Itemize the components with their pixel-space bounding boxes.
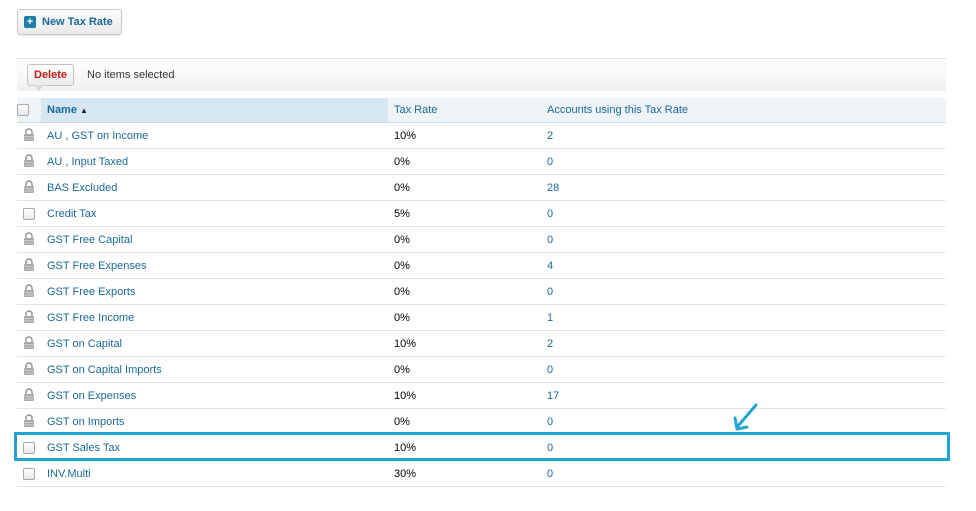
delete-button[interactable]: Delete xyxy=(27,64,75,91)
table-row[interactable]: AU , Input Taxed 0% 0 xyxy=(17,148,946,175)
tax-rate-value: 5% xyxy=(388,200,541,227)
tax-rate-name-link[interactable]: AU , Input Taxed xyxy=(41,148,388,175)
row-select-cell xyxy=(17,200,41,227)
tax-rates-table: Name ▲ Tax Rate Accounts using this Tax R… xyxy=(17,98,946,487)
accounts-count-link[interactable]: 1 xyxy=(541,304,946,331)
accounts-count-link[interactable]: 0 xyxy=(541,200,946,227)
lock-icon xyxy=(23,257,35,274)
row-select-cell xyxy=(17,252,41,279)
table-row[interactable]: Credit Tax 5% 0 xyxy=(17,200,946,227)
table-row[interactable]: GST Sales Tax 10% 0 xyxy=(17,434,946,461)
lock-icon xyxy=(23,283,35,300)
accounts-count-link[interactable]: 0 xyxy=(541,278,946,305)
tax-rate-value: 10% xyxy=(388,122,541,149)
row-select-cell xyxy=(17,122,41,149)
selection-status: No items selected xyxy=(87,69,175,81)
row-select-cell xyxy=(17,304,41,331)
table-row[interactable]: GST on Expenses 10% 17 xyxy=(17,382,946,409)
lock-icon xyxy=(23,153,35,170)
table-row[interactable]: GST Free Exports 0% 0 xyxy=(17,278,946,305)
tax-rate-name-link[interactable]: GST on Imports xyxy=(41,408,388,435)
sort-ascending-icon: ▲ xyxy=(79,106,88,115)
table-row[interactable]: INV.Multi 30% 0 xyxy=(17,460,946,487)
accounts-count-link[interactable]: 0 xyxy=(541,460,946,487)
tax-rate-value: 10% xyxy=(388,330,541,357)
column-header-tax-rate[interactable]: Tax Rate xyxy=(388,98,541,123)
row-select-cell xyxy=(17,434,41,461)
lock-icon xyxy=(23,387,35,404)
tax-rate-value: 0% xyxy=(388,278,541,305)
tax-rate-value: 0% xyxy=(388,304,541,331)
row-checkbox[interactable] xyxy=(23,441,35,454)
accounts-count-link[interactable]: 0 xyxy=(541,434,946,461)
column-header-name-label: Name xyxy=(47,104,77,116)
table-header-row: Name ▲ Tax Rate Accounts using this Tax R… xyxy=(17,98,946,123)
tax-rate-value: 0% xyxy=(388,408,541,435)
row-select-cell xyxy=(17,382,41,409)
tax-rate-value: 0% xyxy=(388,148,541,175)
tax-rate-name-link[interactable]: GST Free Income xyxy=(41,304,388,331)
select-all-checkbox[interactable] xyxy=(17,104,29,117)
tax-rate-name-link[interactable]: GST Sales Tax xyxy=(41,434,388,461)
lock-icon xyxy=(23,335,35,352)
accounts-count-link[interactable]: 2 xyxy=(541,330,946,357)
table-row[interactable]: GST on Capital Imports 0% 0 xyxy=(17,356,946,383)
column-header-name[interactable]: Name ▲ xyxy=(41,98,388,123)
row-select-cell xyxy=(17,174,41,201)
tax-rate-name-link[interactable]: GST Free Exports xyxy=(41,278,388,305)
arrow-icon xyxy=(733,403,758,431)
tax-rate-name-link[interactable]: Credit Tax xyxy=(41,200,388,227)
accounts-count-link[interactable]: 0 xyxy=(541,226,946,253)
table-row[interactable]: BAS Excluded 0% 28 xyxy=(17,174,946,201)
lock-icon xyxy=(23,361,35,378)
accounts-count-link[interactable]: 0 xyxy=(541,356,946,383)
row-select-cell xyxy=(17,356,41,383)
row-select-cell xyxy=(17,330,41,357)
list-toolbar: Delete No items selected xyxy=(17,58,946,91)
row-checkbox[interactable] xyxy=(23,207,35,220)
tax-rate-value: 0% xyxy=(388,356,541,383)
accounts-count-link[interactable]: 28 xyxy=(541,174,946,201)
tax-rate-name-link[interactable]: AU , GST on Income xyxy=(41,122,388,149)
lock-icon xyxy=(23,309,35,326)
tax-rate-name-link[interactable]: GST on Capital Imports xyxy=(41,356,388,383)
table-row[interactable]: AU , GST on Income 10% 2 xyxy=(17,122,946,149)
tax-rate-name-link[interactable]: INV.Multi xyxy=(41,460,388,487)
tax-rate-value: 0% xyxy=(388,226,541,253)
table-row[interactable]: GST on Imports 0% 0 xyxy=(17,408,946,435)
row-select-cell xyxy=(17,226,41,253)
row-select-cell xyxy=(17,148,41,175)
table-row[interactable]: GST Free Income 0% 1 xyxy=(17,304,946,331)
accounts-count-link[interactable]: 4 xyxy=(541,252,946,279)
tax-rate-value: 0% xyxy=(388,174,541,201)
lock-icon xyxy=(23,413,35,430)
row-checkbox[interactable] xyxy=(23,467,35,480)
accounts-count-link[interactable]: 2 xyxy=(541,122,946,149)
tax-rate-value: 0% xyxy=(388,252,541,279)
tax-rate-name-link[interactable]: BAS Excluded xyxy=(41,174,388,201)
accounts-count-link[interactable]: 0 xyxy=(541,148,946,175)
lock-icon xyxy=(23,231,35,248)
plus-icon: + xyxy=(24,16,36,28)
new-tax-rate-label: New Tax Rate xyxy=(42,16,113,28)
accounts-count-link[interactable]: 17 xyxy=(541,382,946,409)
tax-rate-name-link[interactable]: GST Free Expenses xyxy=(41,252,388,279)
lock-icon xyxy=(23,179,35,196)
select-all-cell xyxy=(17,98,41,123)
column-header-accounts[interactable]: Accounts using this Tax Rate xyxy=(541,98,946,123)
row-select-cell xyxy=(17,408,41,435)
table-row[interactable]: GST Free Capital 0% 0 xyxy=(17,226,946,253)
row-select-cell xyxy=(17,278,41,305)
table-row[interactable]: GST Free Expenses 0% 4 xyxy=(17,252,946,279)
table-row[interactable]: GST on Capital 10% 2 xyxy=(17,330,946,357)
tax-rate-name-link[interactable]: GST on Expenses xyxy=(41,382,388,409)
tax-rate-name-link[interactable]: GST Free Capital xyxy=(41,226,388,253)
row-select-cell xyxy=(17,460,41,487)
tax-rate-value: 10% xyxy=(388,434,541,461)
new-tax-rate-button[interactable]: + New Tax Rate xyxy=(17,9,122,35)
tax-rate-name-link[interactable]: GST on Capital xyxy=(41,330,388,357)
lock-icon xyxy=(23,127,35,144)
tax-rate-value: 10% xyxy=(388,382,541,409)
tax-rate-value: 30% xyxy=(388,460,541,487)
